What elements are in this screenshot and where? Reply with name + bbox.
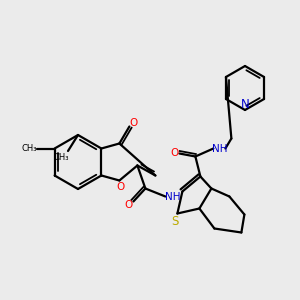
Text: O: O (116, 182, 124, 193)
Text: NH: NH (212, 143, 227, 154)
Text: CH₃: CH₃ (53, 152, 69, 161)
Text: NH: NH (165, 191, 180, 202)
Text: S: S (172, 215, 179, 228)
Text: O: O (170, 148, 178, 158)
Text: CH₃: CH₃ (22, 144, 38, 153)
Text: O: O (129, 118, 137, 128)
Text: O: O (124, 200, 133, 209)
Text: N: N (241, 98, 249, 110)
